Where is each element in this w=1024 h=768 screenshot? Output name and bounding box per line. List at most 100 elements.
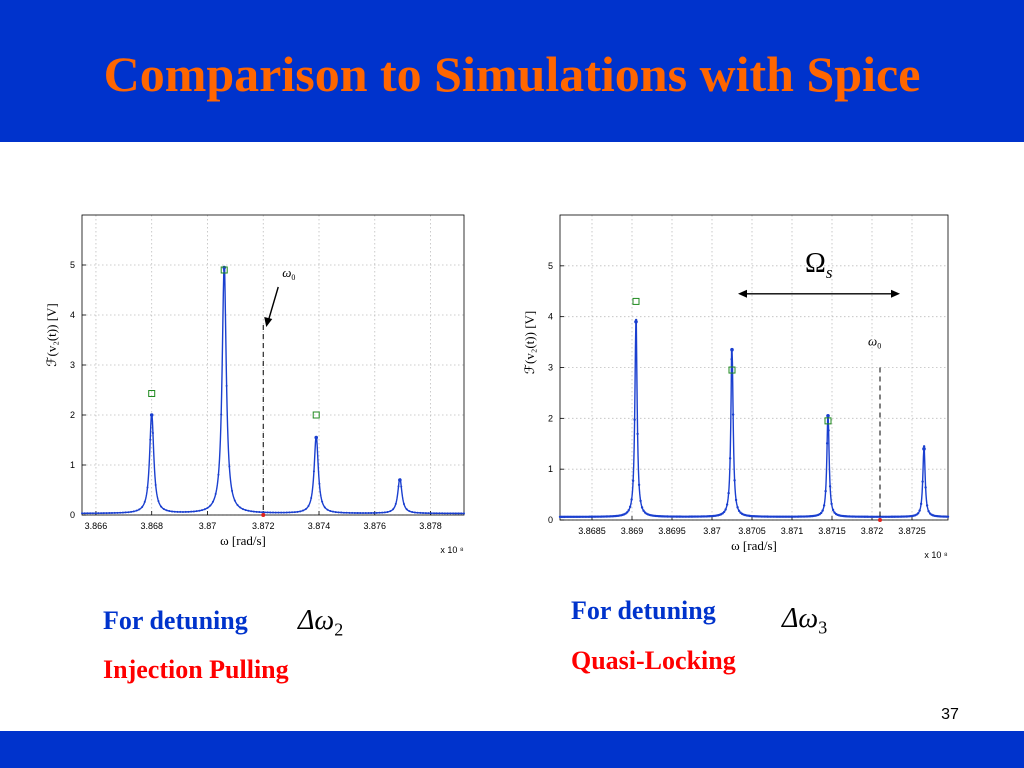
sample-point [921, 480, 924, 483]
sample-point [146, 486, 149, 489]
sample-point [190, 510, 193, 513]
sample-point [432, 512, 435, 515]
y-axis-label: ℱ(v₂(t)) [V] [522, 311, 537, 374]
sample-point [266, 511, 269, 514]
sample-point [258, 511, 261, 514]
sample-point [94, 512, 97, 515]
footer-band [0, 731, 1024, 768]
peak-point [149, 413, 154, 417]
spectrum-plot-injection-pulling: 3.866 3.868 3.87 3.872 3.874 3.876 3.878 0 1 2 3 4 5… [46, 210, 470, 556]
sample-point [179, 510, 182, 513]
sample-point [288, 511, 291, 514]
sample-point [272, 511, 274, 514]
sample-point [639, 499, 642, 503]
sample-point [173, 510, 176, 513]
x-tick-label: 3.871 [781, 526, 804, 536]
sample-point [138, 508, 141, 511]
omega0-arrow-head [264, 317, 273, 327]
sample-point [362, 512, 365, 515]
sample-point [321, 500, 324, 503]
y-tick-label: 3 [548, 363, 553, 373]
sample-point [413, 511, 416, 514]
sample-point [637, 483, 641, 487]
x-tick-label: 3.8705 [738, 526, 766, 536]
sample-point [236, 504, 239, 507]
sample-point [627, 509, 630, 512]
sample-point [342, 511, 345, 514]
sample-point [449, 512, 452, 515]
x-axis-label: ω [rad/s] [220, 533, 266, 548]
sample-point [424, 512, 427, 515]
sample-point [247, 509, 250, 512]
sample-point [737, 509, 741, 513]
sample-point [299, 510, 302, 513]
sample-point [296, 510, 299, 513]
sample-point [203, 508, 206, 511]
sample-point [722, 510, 726, 514]
x-tick-label: 3.874 [308, 521, 331, 531]
sample-point [310, 497, 313, 500]
sample-point [111, 511, 114, 514]
y-tick-label: 3 [70, 360, 75, 370]
sample-point [351, 511, 354, 514]
sample-point [222, 268, 225, 271]
sample-point [143, 500, 146, 503]
y-axis-label: ℱ(v₂(t)) [V] [46, 303, 59, 366]
sample-point [416, 511, 419, 514]
x-multiplier-label: x 10 ⁸ [924, 550, 948, 558]
sample-point [389, 510, 392, 513]
y-tick-label: 0 [70, 510, 75, 520]
sample-point [631, 479, 635, 482]
sample-point [252, 510, 255, 513]
sample-point [454, 512, 457, 515]
sample-point [824, 489, 827, 493]
sample-point [821, 509, 824, 512]
sample-point [130, 510, 133, 513]
sample-point [225, 384, 228, 387]
sample-point [261, 511, 264, 514]
sample-point [233, 499, 236, 502]
sample-point [460, 512, 463, 515]
sample-point [86, 512, 89, 515]
sample-point [214, 492, 217, 495]
sample-point [291, 511, 294, 514]
sample-point [228, 465, 231, 468]
x-tick-label: 3.8695 [658, 526, 686, 536]
omega0-base-point [878, 518, 882, 522]
sample-point [255, 510, 258, 513]
sample-point [277, 511, 280, 514]
sample-point [831, 508, 835, 512]
sample-point [154, 483, 157, 486]
sample-point [157, 500, 160, 503]
sample-point [394, 502, 397, 505]
sample-point [435, 512, 438, 515]
sample-point [728, 457, 732, 460]
right-detuning-label: For detuning [571, 596, 716, 625]
sample-point [302, 509, 305, 512]
x-tick-label: 3.8715 [818, 526, 846, 536]
x-tick-label: 3.8685 [578, 526, 606, 536]
omega0-symbol: ω [868, 334, 877, 349]
sample-point [149, 438, 152, 441]
x-tick-label: 3.87 [703, 526, 721, 536]
y-tick-label: 2 [70, 410, 75, 420]
sample-point [345, 511, 348, 514]
peak-point [314, 435, 319, 440]
sample-point [244, 509, 247, 512]
sample-point [91, 512, 94, 515]
sample-point [160, 505, 163, 508]
sample-point [162, 508, 165, 511]
right-delta-omega: Δω [782, 603, 819, 634]
sample-point [367, 512, 370, 515]
sample-point [381, 511, 384, 514]
spectrum-plot-left-svg: 3.866 3.868 3.87 3.872 3.874 3.876 3.878 0 1 2 3 4 5… [46, 214, 465, 555]
sample-point [206, 506, 209, 509]
y-tick-label: 4 [548, 312, 553, 322]
sample-point [830, 502, 833, 506]
sample-point [97, 512, 100, 515]
sample-point [285, 511, 288, 514]
sample-point [733, 479, 736, 482]
sample-point [334, 511, 337, 514]
sample-point [304, 508, 307, 511]
omega0-subscript: 0 [291, 273, 295, 282]
